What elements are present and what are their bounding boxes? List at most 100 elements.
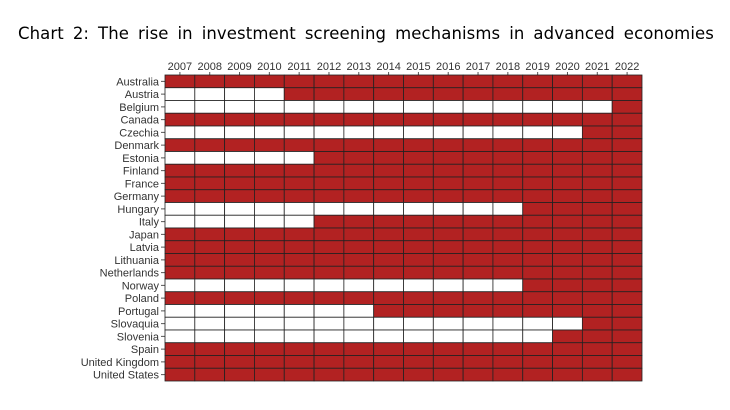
heatmap-cell (164, 214, 196, 229)
heatmap-cell (224, 214, 255, 229)
heatmap-cell (224, 342, 255, 356)
heatmap-cell (343, 240, 375, 254)
heatmap-cell (462, 227, 494, 242)
heatmap-cell (552, 189, 583, 203)
heatmap-cell (432, 138, 464, 152)
heatmap-cell (373, 316, 404, 331)
heatmap-cell (343, 227, 375, 242)
heatmap-cell (522, 355, 553, 369)
heatmap-cell (611, 240, 643, 254)
heatmap-cell (492, 291, 524, 305)
heatmap-cell (432, 189, 464, 203)
heatmap-cell (313, 304, 345, 318)
heatmap-cell (403, 189, 434, 203)
heatmap-cell (343, 304, 375, 318)
heatmap-cell (552, 342, 583, 356)
heatmap-cell (611, 316, 643, 331)
heatmap-cell (492, 214, 524, 229)
y-tick-label: Denmark (114, 140, 159, 152)
heatmap-cell (224, 278, 255, 293)
heatmap-cell (164, 329, 196, 344)
heatmap-cell (224, 151, 255, 165)
heatmap-cell (313, 278, 345, 293)
heatmap-cell (581, 202, 613, 216)
heatmap-cell (462, 278, 494, 293)
heatmap-cell (224, 176, 255, 191)
x-tick-label: 2016 (436, 61, 460, 73)
heatmap-cell (283, 87, 315, 101)
heatmap-cell (283, 151, 315, 165)
heatmap-cell (313, 240, 345, 254)
x-tick-label: 2012 (317, 61, 341, 73)
y-tick-label: Poland (125, 293, 159, 305)
heatmap-cell (611, 74, 643, 89)
heatmap-cell (343, 214, 375, 229)
heatmap-cell (313, 151, 345, 165)
heatmap-cell (194, 329, 226, 344)
heatmap-cell (313, 214, 345, 229)
heatmap-cell (254, 151, 285, 165)
heatmap-cell (581, 355, 613, 369)
heatmap-cell (313, 100, 345, 114)
heatmap-cell (164, 265, 196, 280)
y-tick-label: Italy (139, 217, 160, 229)
heatmap-cell (194, 227, 226, 242)
heatmap-cell (343, 125, 375, 140)
heatmap-cell (254, 176, 285, 191)
x-tick-label: 2013 (347, 61, 371, 73)
heatmap-cell (403, 74, 434, 89)
heatmap-cell (313, 125, 345, 140)
heatmap-cell (313, 291, 345, 305)
heatmap-cell (254, 278, 285, 293)
heatmap-cell (283, 125, 315, 140)
heatmap-cell (432, 100, 464, 114)
heatmap-cell (403, 112, 434, 127)
heatmap-cell (611, 304, 643, 318)
heatmap-cell (403, 253, 434, 267)
heatmap-cell (492, 176, 524, 191)
heatmap-cell (373, 176, 404, 191)
heatmap-cell (194, 163, 226, 178)
heatmap-cell (581, 176, 613, 191)
heatmap-cell (611, 278, 643, 293)
heatmap-cell (254, 112, 285, 127)
heatmap-cell (522, 227, 553, 242)
heatmap-cell (164, 227, 196, 242)
heatmap-cell (254, 138, 285, 152)
x-tick-label: 2021 (585, 61, 609, 73)
heatmap-cell (373, 367, 404, 382)
heatmap-cell (403, 240, 434, 254)
heatmap-cell (522, 74, 553, 89)
heatmap-cell (492, 240, 524, 254)
heatmap-cell (283, 265, 315, 280)
heatmap-cell (373, 304, 404, 318)
heatmap-cell (581, 100, 613, 114)
y-tick-label: United States (93, 370, 160, 382)
heatmap-cell (164, 189, 196, 203)
heatmap-cell (611, 227, 643, 242)
y-tick-label: Austria (125, 89, 160, 101)
heatmap-cell (581, 316, 613, 331)
heatmap-cell (373, 355, 404, 369)
y-tick-label: Estonia (122, 153, 160, 165)
heatmap-cell (343, 355, 375, 369)
heatmap-cell (343, 112, 375, 127)
heatmap-cell (283, 202, 315, 216)
heatmap-cell (283, 304, 315, 318)
heatmap-cell (581, 291, 613, 305)
heatmap-cell (522, 87, 553, 101)
heatmap-cell (373, 125, 404, 140)
heatmap-cell (343, 100, 375, 114)
heatmap-cell (403, 355, 434, 369)
heatmap-cell (283, 189, 315, 203)
heatmap-cell (492, 163, 524, 178)
y-tick-label: Portugal (118, 306, 159, 318)
heatmap-cell (552, 329, 583, 344)
heatmap-cell (224, 291, 255, 305)
x-tick-label: 2018 (496, 61, 520, 73)
heatmap-cell (343, 278, 375, 293)
heatmap-cell (283, 355, 315, 369)
x-tick-label: 2010 (257, 61, 281, 73)
x-tick-label: 2017 (466, 61, 490, 73)
heatmap-cell (552, 265, 583, 280)
